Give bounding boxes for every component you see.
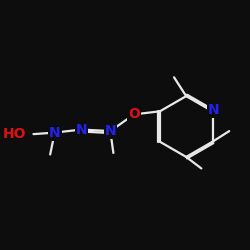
- Text: N: N: [208, 103, 220, 117]
- Text: N: N: [76, 122, 87, 136]
- Text: HO: HO: [2, 127, 26, 141]
- Text: O: O: [128, 107, 140, 121]
- Text: N: N: [49, 126, 60, 140]
- Text: N: N: [104, 124, 116, 138]
